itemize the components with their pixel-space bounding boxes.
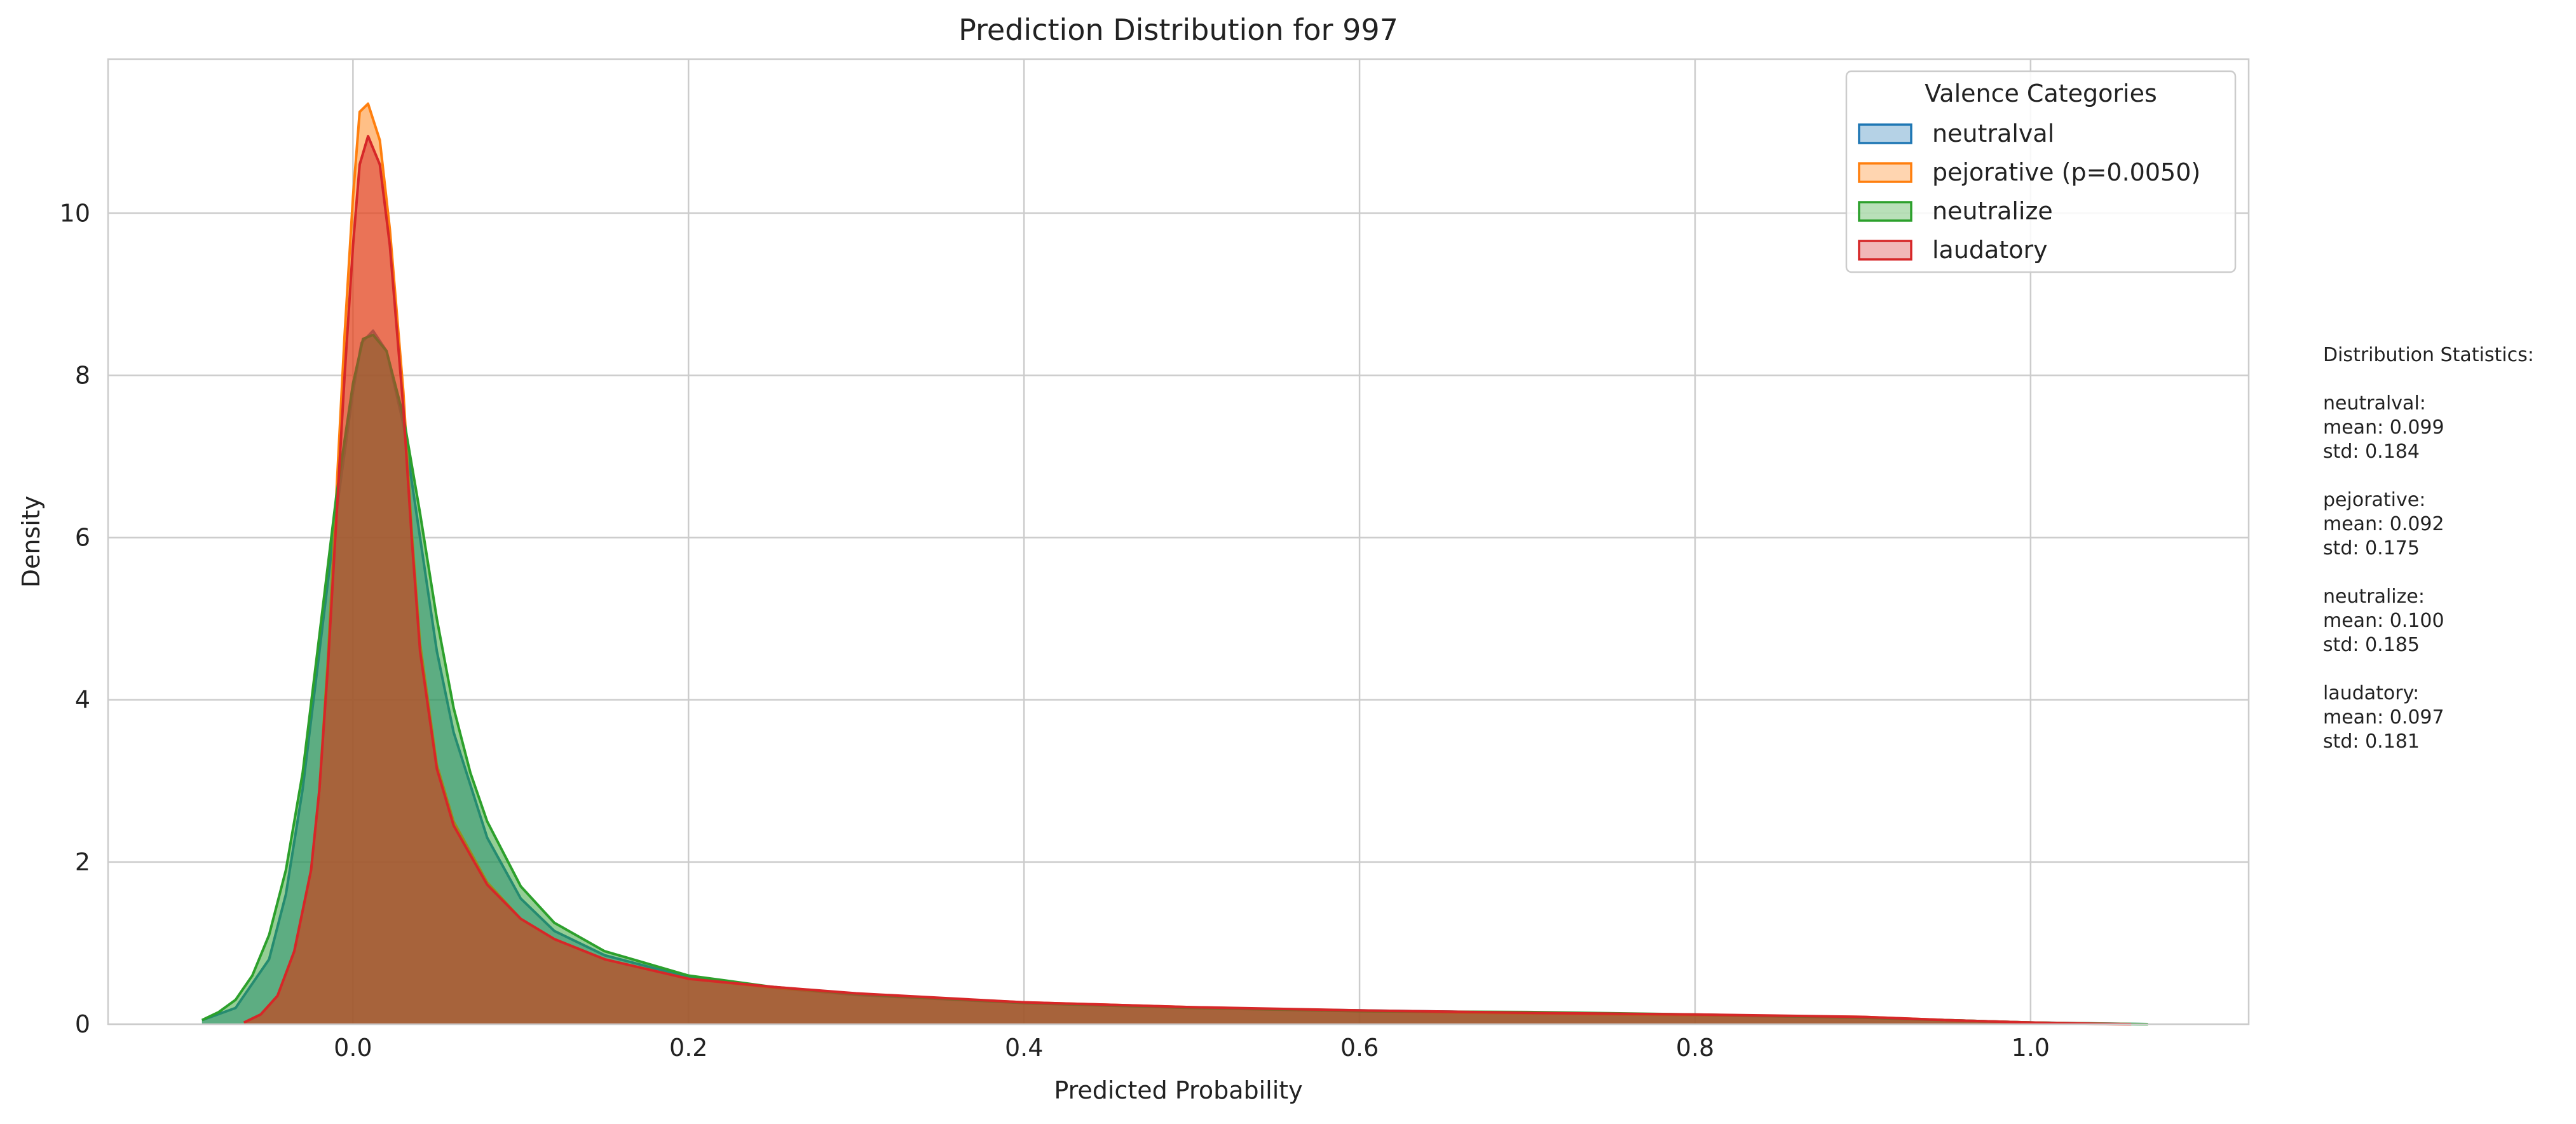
stats-line — [2323, 464, 2534, 488]
x-tick-label: 0.6 — [1340, 1034, 1379, 1062]
x-tick-label: 0.4 — [1005, 1034, 1043, 1062]
stats-line: pejorative: — [2323, 489, 2426, 511]
legend-label: neutralize — [1932, 197, 2053, 225]
x-tick-label: 1.0 — [2012, 1034, 2050, 1062]
y-tick-label: 0 — [75, 1010, 90, 1038]
y-tick-label: 2 — [75, 848, 90, 876]
x-tick-label: 0.0 — [334, 1034, 372, 1062]
legend-label: pejorative (p=0.0050) — [1932, 158, 2200, 186]
legend-box — [1845, 70, 2237, 273]
stats-line: mean: 0.100 — [2323, 610, 2444, 632]
density-series — [201, 102, 2148, 1025]
legend-swatch — [1858, 162, 1912, 183]
legend-label: laudatory — [1932, 236, 2048, 264]
x-tick-label: 0.2 — [669, 1034, 707, 1062]
stats-line: mean: 0.092 — [2323, 513, 2444, 535]
stats-line: mean: 0.097 — [2323, 706, 2444, 729]
stats-line: laudatory: — [2323, 682, 2420, 704]
stats-line — [2323, 561, 2534, 585]
stats-line: std: 0.184 — [2323, 441, 2420, 463]
stats-line: Distribution Statistics: — [2323, 344, 2534, 366]
plot-area-frame — [107, 58, 2250, 1025]
stats-line: mean: 0.099 — [2323, 416, 2444, 439]
stats-line: std: 0.175 — [2323, 537, 2420, 559]
chart-title: Prediction Distribution for 997 — [958, 13, 1398, 47]
stats-line: std: 0.185 — [2323, 634, 2420, 656]
y-tick-label: 6 — [75, 524, 90, 552]
stats-line: neutralval: — [2323, 392, 2426, 415]
legend-swatch — [1858, 240, 1912, 261]
legend-title: Valence Categories — [1925, 79, 2157, 107]
x-axis-label: Predicted Probability — [1054, 1076, 1302, 1104]
y-tick-label: 10 — [60, 199, 90, 227]
distribution-statistics-panel: Distribution Statistics: neutralval: mean:… — [2323, 343, 2534, 754]
axis-ticks: 0.0 0.2 0.4 0.6 0.8 1.0 0 2 4 6 8 10 — [60, 199, 2050, 1062]
legend: Valence Categories neutralval pejorative … — [1845, 70, 2237, 273]
legend-label: neutralval — [1932, 120, 2054, 147]
density-area-laudatory — [243, 136, 2132, 1025]
y-tick-label: 4 — [75, 686, 90, 714]
stats-line: neutralize: — [2323, 586, 2425, 608]
density-line-laudatory — [243, 135, 2132, 1025]
stats-line — [2323, 367, 2534, 392]
legend-swatch — [1858, 201, 1912, 222]
y-axis-label: Density — [17, 496, 45, 587]
stats-line: std: 0.181 — [2323, 730, 2420, 753]
x-tick-label: 0.8 — [1676, 1034, 1714, 1062]
y-tick-label: 8 — [75, 361, 90, 389]
stats-line — [2323, 657, 2534, 682]
legend-swatch — [1858, 123, 1912, 144]
